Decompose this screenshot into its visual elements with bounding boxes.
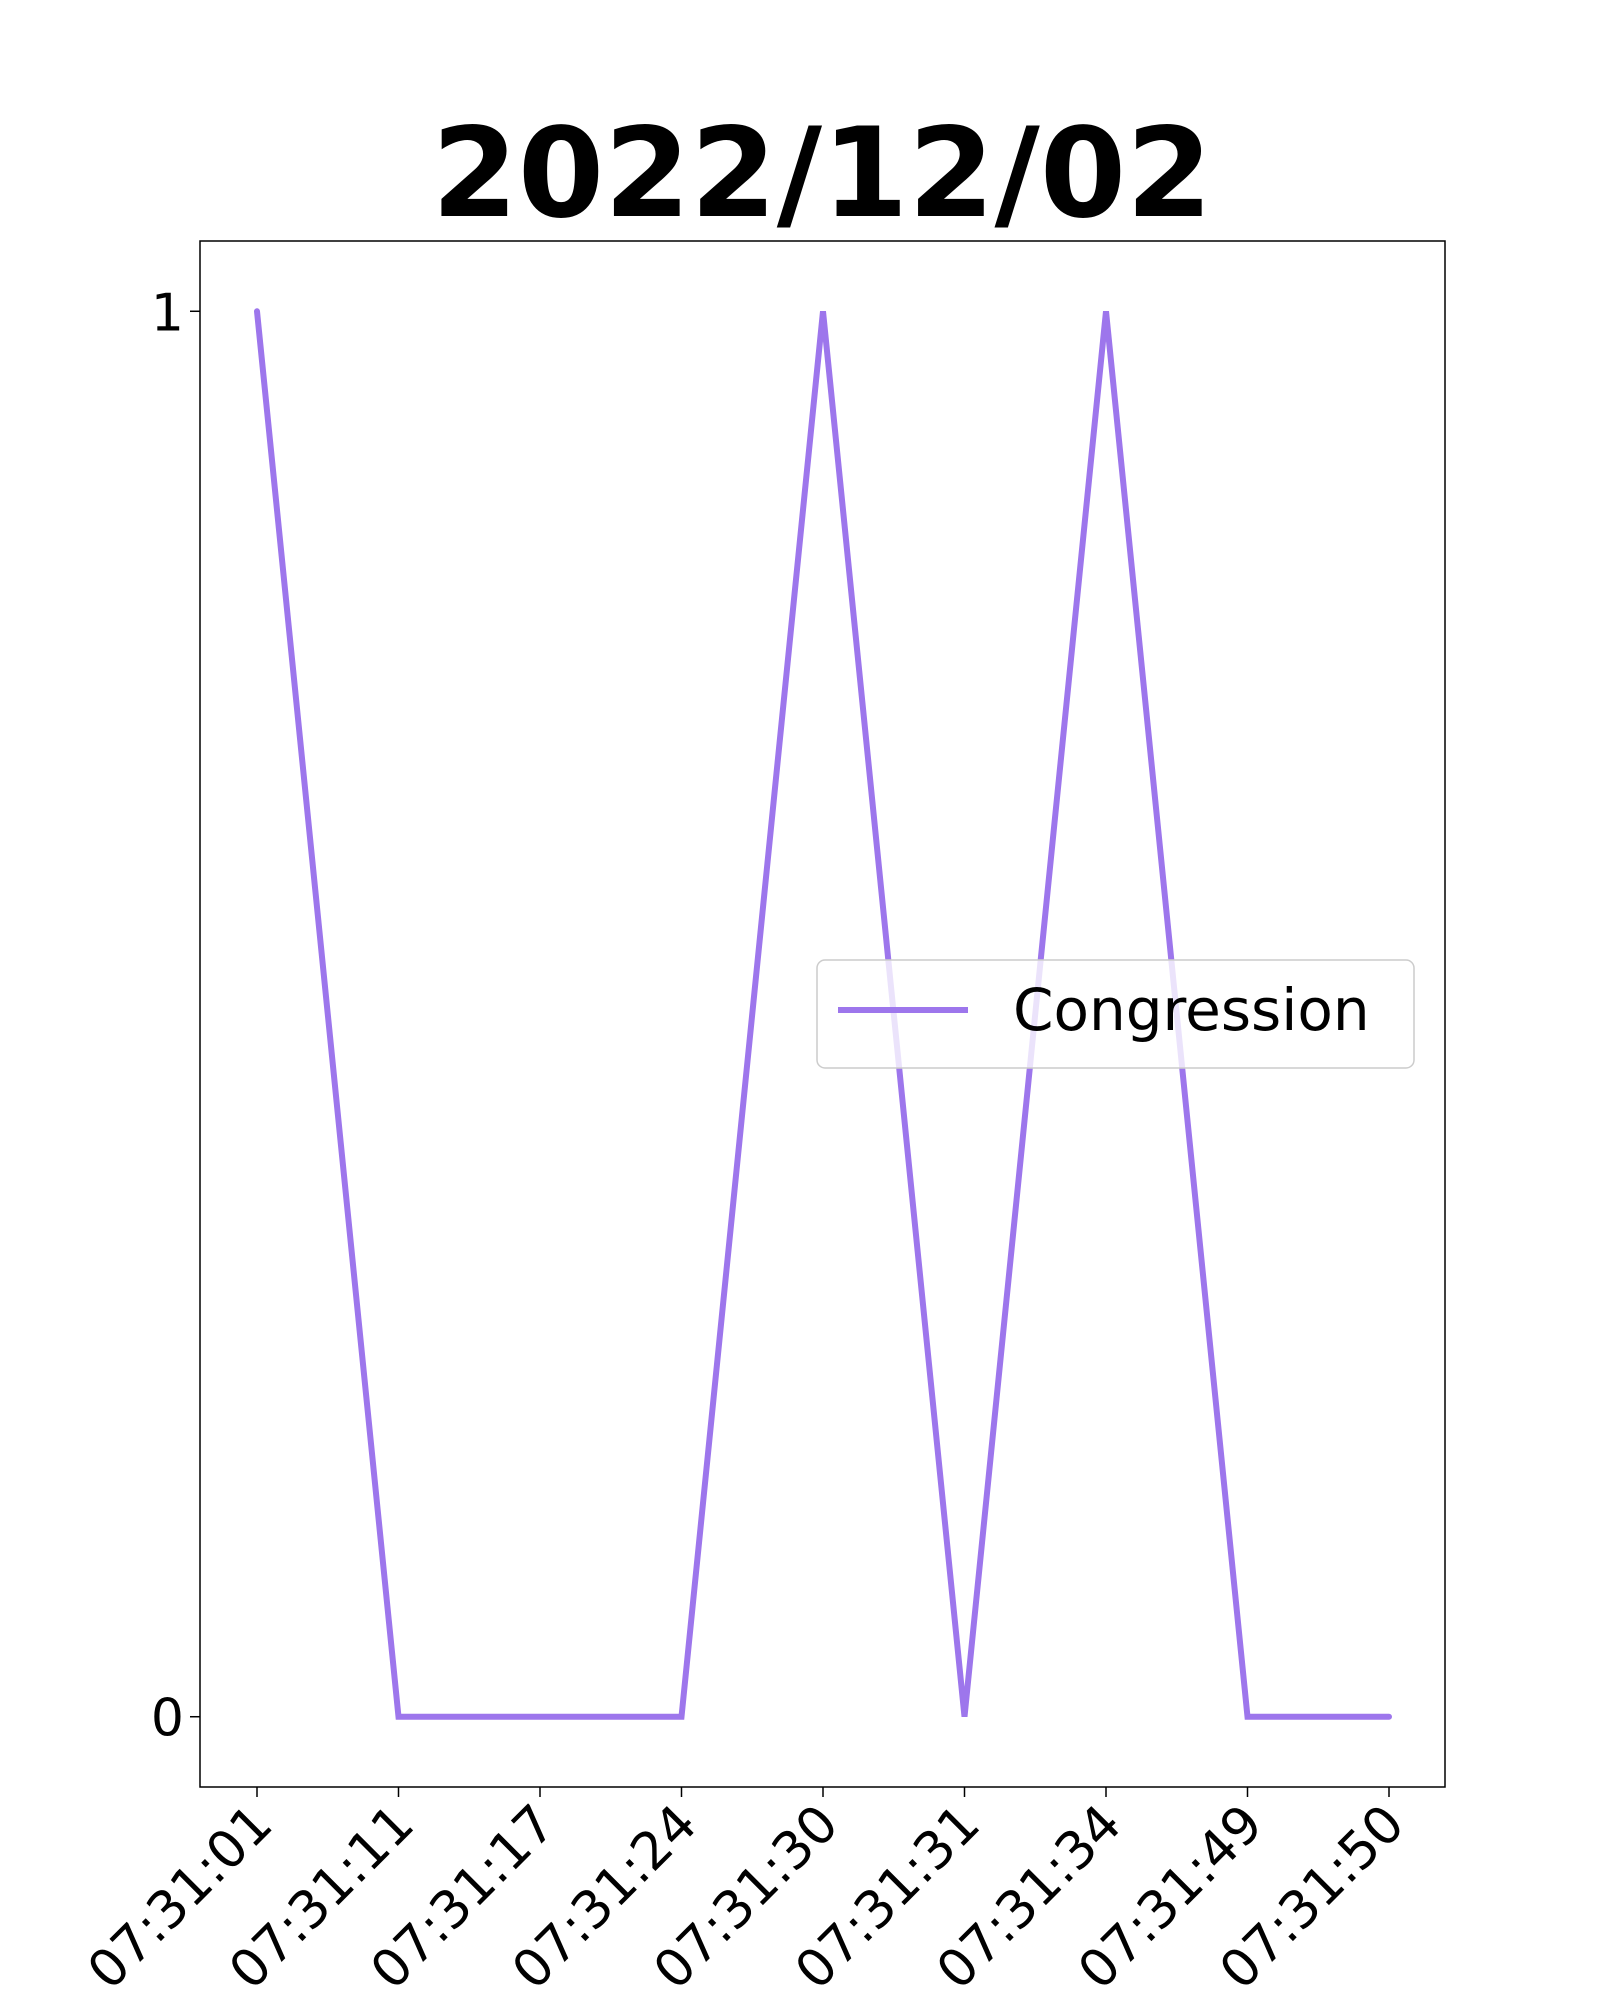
- legend-box: [816, 959, 1415, 1069]
- chart-title: 2022/12/02: [432, 102, 1213, 246]
- legend-label: Congression: [1013, 976, 1370, 1044]
- plot-area: 01 07:31:0107:31:1107:31:1707:31:2407:31…: [77, 240, 1446, 2000]
- y-tick-label: 1: [151, 283, 184, 343]
- series-layer: [254, 308, 1392, 1720]
- y-tick-label: 0: [151, 1689, 184, 1749]
- x-axis: 07:31:0107:31:1107:31:1707:31:2407:31:30…: [77, 1787, 1416, 2000]
- legend: Congression: [816, 959, 1415, 1069]
- y-axis: 01: [151, 283, 200, 1749]
